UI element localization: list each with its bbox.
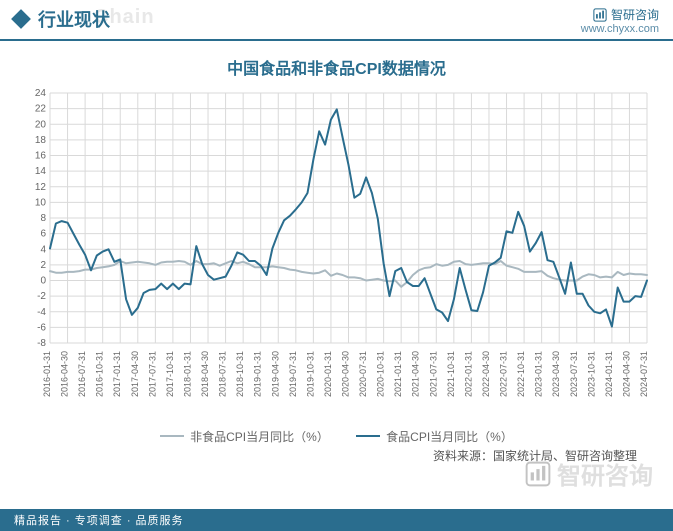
svg-text:10: 10 [35,197,47,208]
header-bar: 行业现状 Chain 智研咨询 www.chyxx.com [0,0,673,41]
svg-text:2022-07-31: 2022-07-31 [499,351,509,397]
chart-plot: -8-6-4-20246810121416182022242016-01-312… [18,87,655,422]
svg-text:2021-10-31: 2021-10-31 [446,351,456,397]
svg-text:2019-04-30: 2019-04-30 [270,351,280,397]
legend-swatch-food [356,435,380,437]
chart-area: 中国食品和非食品CPI数据情况 -8-6-4-20246810121416182… [0,41,673,464]
svg-text:2022-01-31: 2022-01-31 [463,351,473,397]
svg-text:0: 0 [40,276,46,287]
svg-text:22: 22 [35,104,47,115]
svg-text:2023-01-31: 2023-01-31 [534,351,544,397]
svg-text:2021-04-30: 2021-04-30 [411,351,421,397]
svg-text:12: 12 [35,182,47,193]
svg-text:2020-01-31: 2020-01-31 [323,351,333,397]
diamond-icon [11,9,31,29]
svg-text:-4: -4 [37,307,46,318]
svg-text:2024-04-30: 2024-04-30 [621,351,631,397]
svg-text:2022-10-31: 2022-10-31 [516,351,526,397]
svg-text:6: 6 [40,229,46,240]
svg-text:2024-01-31: 2024-01-31 [604,351,614,397]
svg-text:2019-01-31: 2019-01-31 [253,351,263,397]
svg-text:2024-07-31: 2024-07-31 [639,351,649,397]
brand-name: 智研咨询 [611,6,659,23]
svg-text:2018-04-30: 2018-04-30 [200,351,210,397]
svg-text:4: 4 [40,244,46,255]
svg-text:2016-10-31: 2016-10-31 [95,351,105,397]
svg-text:-6: -6 [37,322,46,333]
header-left: 行业现状 Chain [14,6,110,32]
svg-text:24: 24 [35,88,47,99]
svg-text:-2: -2 [37,291,46,302]
svg-text:2018-07-31: 2018-07-31 [218,351,228,397]
svg-text:14: 14 [35,166,47,177]
brand-url: www.chyxx.com [581,23,659,35]
svg-text:2021-07-31: 2021-07-31 [428,351,438,397]
svg-text:2017-01-31: 2017-01-31 [112,351,122,397]
svg-text:2020-07-31: 2020-07-31 [358,351,368,397]
legend-label-nonfood: 非食品CPI当月同比（%） [190,428,329,445]
svg-text:2: 2 [40,260,46,271]
svg-text:2023-10-31: 2023-10-31 [586,351,596,397]
section-title: 行业现状 [38,6,110,32]
svg-text:2016-04-30: 2016-04-30 [60,351,70,397]
svg-text:2016-07-31: 2016-07-31 [77,351,87,397]
legend-item-food: 食品CPI当月同比（%） [356,428,513,445]
svg-text:-8: -8 [37,338,46,349]
svg-text:2017-07-31: 2017-07-31 [147,351,157,397]
svg-text:8: 8 [40,213,46,224]
svg-text:2016-01-31: 2016-01-31 [42,351,52,397]
svg-text:2019-10-31: 2019-10-31 [305,351,315,397]
svg-text:18: 18 [35,135,47,146]
svg-text:2022-04-30: 2022-04-30 [481,351,491,397]
footer-text: 精品报告 · 专项调查 · 品质服务 [14,512,184,528]
svg-text:2023-04-30: 2023-04-30 [551,351,561,397]
svg-text:16: 16 [35,151,47,162]
legend-swatch-nonfood [160,435,184,437]
svg-text:2017-10-31: 2017-10-31 [165,351,175,397]
source-line: 资料来源：国家统计局、智研咨询整理 [18,447,655,464]
svg-text:2017-04-30: 2017-04-30 [130,351,140,397]
svg-text:2018-10-31: 2018-10-31 [235,351,245,397]
svg-text:2020-04-30: 2020-04-30 [341,351,351,397]
svg-text:2018-01-31: 2018-01-31 [182,351,192,397]
legend-label-food: 食品CPI当月同比（%） [386,428,513,445]
svg-text:20: 20 [35,119,47,130]
svg-text:2019-07-31: 2019-07-31 [288,351,298,397]
brand-logo-icon [593,8,607,22]
svg-text:2023-07-31: 2023-07-31 [569,351,579,397]
legend-item-nonfood: 非食品CPI当月同比（%） [160,428,329,445]
svg-text:2021-01-31: 2021-01-31 [393,351,403,397]
footer-bar: 精品报告 · 专项调查 · 品质服务 [0,509,673,531]
header-right: 智研咨询 www.chyxx.com [581,6,659,35]
watermark-icon [525,461,551,487]
svg-text:2020-10-31: 2020-10-31 [376,351,386,397]
chart-title: 中国食品和非食品CPI数据情况 [18,55,655,79]
chart-legend: 非食品CPI当月同比（%） 食品CPI当月同比（%） [18,426,655,445]
